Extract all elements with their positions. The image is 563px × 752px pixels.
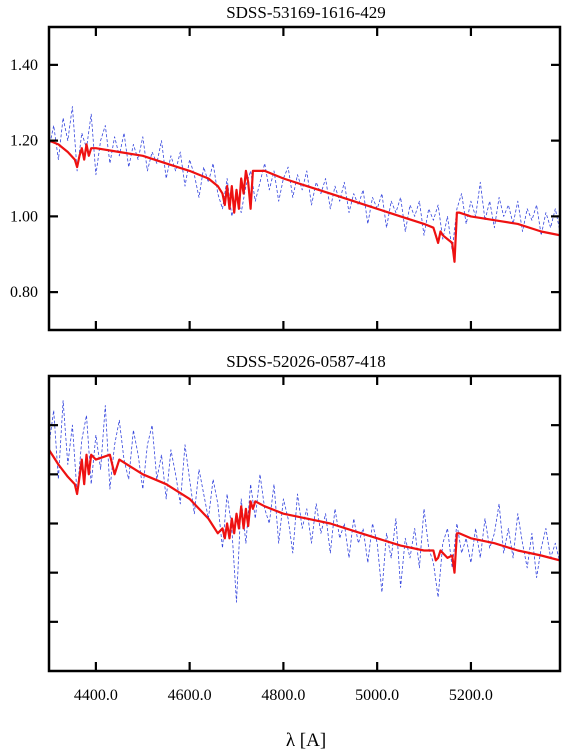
bottom-panel: SDSS-52026-0587-418 4400.0 4600.0 4800.0 50… <box>47 352 562 704</box>
bottom-panel-series <box>49 400 560 603</box>
x-axis-label: λ [A] <box>286 730 326 751</box>
top-y-tick-label: 1.20 <box>10 133 38 150</box>
top-y-tick-label: 1.00 <box>10 208 38 225</box>
bottom-x-tick-label: 5200.0 <box>449 687 493 704</box>
top-panel: SDSS-53169-1616-429 0.80 1.00 1.20 1.40 <box>10 3 562 332</box>
bottom-panel-ticks: 4400.0 4600.0 4800.0 5000.0 5200.0 <box>49 376 560 704</box>
bottom-x-tick-label: 4600.0 <box>168 687 212 704</box>
top-panel-title: SDSS-53169-1616-429 <box>226 3 386 22</box>
top-y-tick-label: 1.40 <box>10 57 38 74</box>
top-y-tick-label: 0.80 <box>10 284 38 301</box>
bottom-model-spectrum-line <box>49 449 560 574</box>
bottom-x-tick-label: 4800.0 <box>261 687 305 704</box>
top-panel-frame <box>47 25 562 332</box>
top-panel-series <box>49 106 560 263</box>
top-observed-spectrum-line <box>49 106 560 251</box>
bottom-x-tick-label: 5000.0 <box>355 687 399 704</box>
bottom-observed-spectrum-line <box>49 400 560 603</box>
bottom-panel-title: SDSS-52026-0587-418 <box>226 352 386 371</box>
top-panel-ticks: 0.80 1.00 1.20 1.40 <box>10 27 560 330</box>
bottom-panel-frame <box>47 374 562 673</box>
top-model-spectrum-line <box>49 139 560 263</box>
bottom-x-tick-label: 4400.0 <box>74 687 118 704</box>
